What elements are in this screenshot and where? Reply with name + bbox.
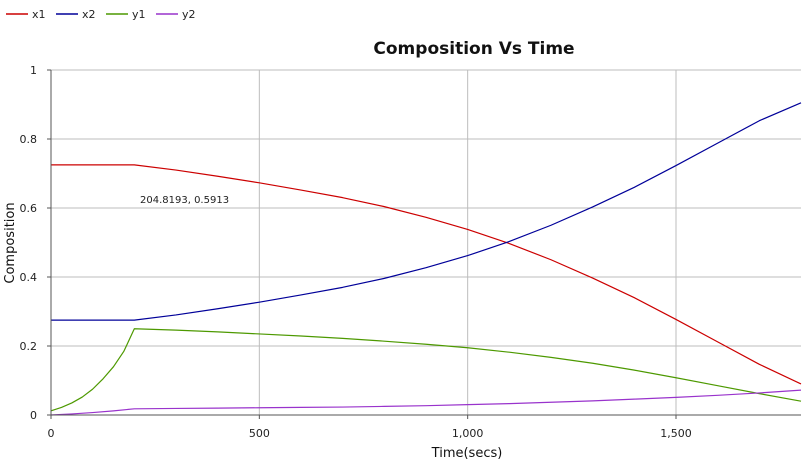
y-tick-label-1: 0.2 [20, 340, 38, 353]
legend-label-y1: y1 [132, 8, 146, 21]
legend-label-x1: x1 [32, 8, 46, 21]
tick-labels: 0 500 1,000 1,500 0 0.2 0.4 0.6 0.8 1 [20, 64, 692, 440]
y-axis-label: Composition [3, 202, 18, 283]
axes [47, 69, 801, 419]
x-axis-label: Time(secs) [431, 446, 503, 461]
legend-item-y1: y1 [106, 8, 146, 21]
legend-label-y2: y2 [182, 8, 196, 21]
legend-item-y2: y2 [156, 8, 196, 21]
legend-item-x1: x1 [6, 8, 46, 21]
x-tick-label-0: 0 [48, 427, 55, 440]
series-line-x2 [51, 102, 802, 321]
x-tick-label-1: 500 [249, 427, 270, 440]
y-tick-label-5: 1 [30, 64, 37, 77]
annotation-label: 204.8193, 0.5913 [140, 195, 229, 206]
y-tick-label-3: 0.6 [20, 202, 38, 215]
chart-title: Composition Vs Time [373, 39, 574, 59]
legend-item-x2: x2 [56, 8, 96, 21]
series-line-x1 [51, 164, 802, 385]
legend-label-x2: x2 [82, 8, 96, 21]
x-tick-label-2: 1,000 [452, 427, 484, 440]
series-line-y2 [50, 389, 802, 416]
y-tick-label-4: 0.8 [20, 133, 38, 146]
series-lines [50, 102, 802, 416]
series-line-y1 [50, 328, 802, 412]
grid [51, 69, 801, 415]
y-tick-label-0: 0 [30, 409, 37, 422]
x-tick-label-3: 1,500 [660, 427, 692, 440]
y-tick-label-2: 0.4 [20, 271, 38, 284]
legend: x1 x2 y1 y2 [6, 8, 196, 21]
